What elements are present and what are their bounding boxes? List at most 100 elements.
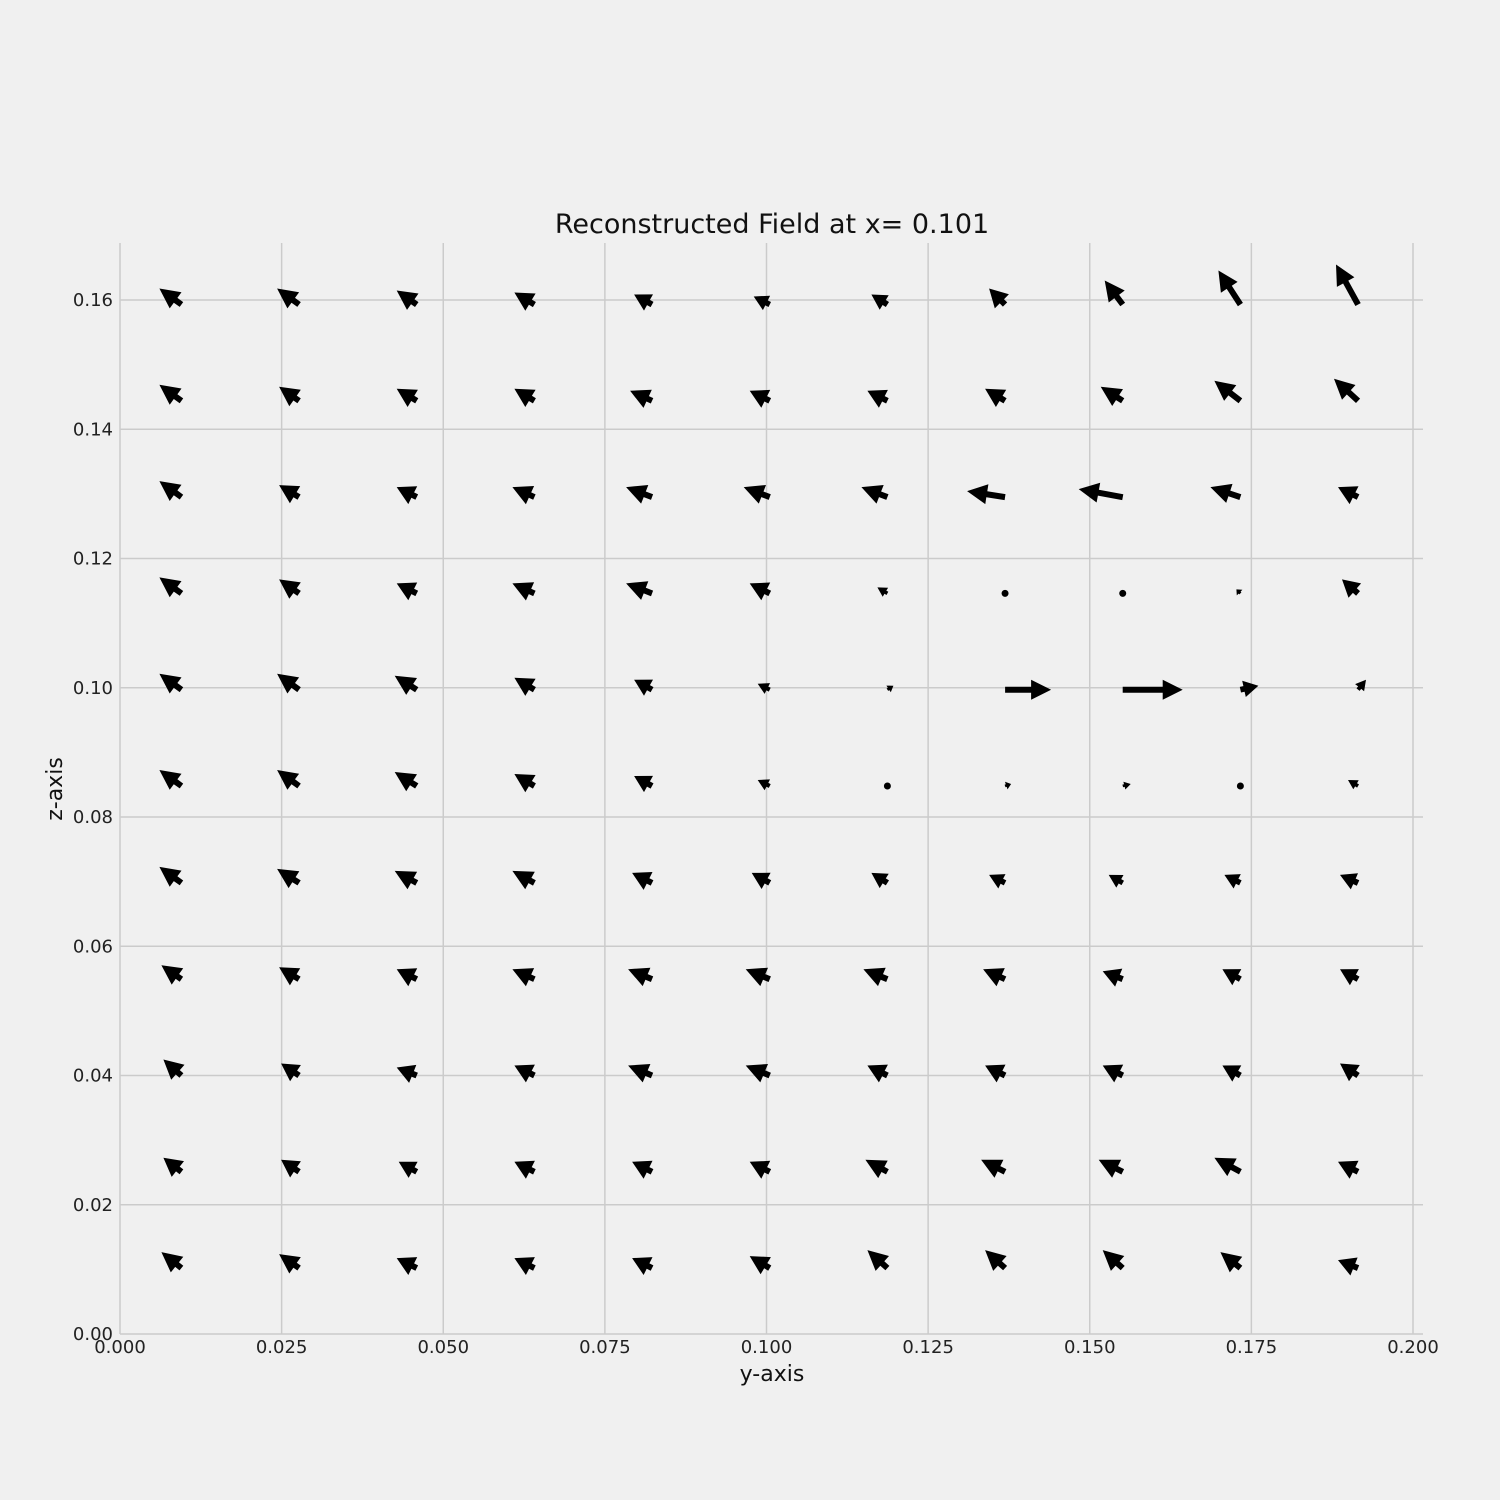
field-arrow (512, 968, 536, 987)
field-arrow (394, 675, 419, 695)
field-arrow (396, 1257, 419, 1275)
y-tick-label: 0.10 (73, 678, 113, 699)
field-arrow (632, 1257, 654, 1275)
field-arrow (743, 485, 771, 504)
x-tick-label: 0.025 (256, 1337, 308, 1358)
field-arrow (865, 1159, 889, 1179)
field-arrow (514, 1064, 536, 1083)
field-arrow (883, 782, 891, 790)
field-arrow (1214, 1157, 1242, 1177)
field-arrow (163, 1157, 184, 1177)
field-arrow (1210, 483, 1242, 503)
field-arrow (396, 290, 419, 310)
y-tick-label: 0.00 (73, 1324, 113, 1345)
field-arrow (989, 288, 1009, 309)
field-arrow (877, 587, 889, 597)
field-arrow (514, 774, 536, 793)
field-arrow (396, 388, 419, 407)
field-arrow (757, 779, 771, 791)
field-arrow (749, 389, 772, 408)
field-arrow (1122, 781, 1131, 790)
field-arrow (989, 874, 1007, 889)
x-tick-label: 0.075 (579, 1337, 631, 1358)
field-arrow (394, 772, 419, 792)
field-arrow (749, 1160, 772, 1179)
field-arrow (277, 673, 301, 694)
x-tick-label: 0.000 (94, 1337, 146, 1358)
field-arrow (1004, 781, 1012, 790)
field-arrow (1222, 969, 1242, 986)
field-arrow (396, 1064, 418, 1083)
y-tick-label: 0.06 (73, 936, 113, 957)
field-arrow (163, 1059, 185, 1080)
x-axis-label: y-axis (740, 1362, 805, 1387)
field-arrow (981, 1159, 1007, 1178)
field-arrow (871, 872, 889, 889)
field-arrow (159, 673, 184, 694)
field-arrow (1224, 874, 1242, 889)
field-arrow (985, 1250, 1008, 1271)
field-arrow (1108, 874, 1124, 888)
field-arrow (1340, 873, 1360, 890)
field-arrow (1336, 264, 1361, 306)
field-arrow (159, 770, 184, 790)
field-arrow (281, 1159, 301, 1178)
field-arrow (514, 1257, 536, 1275)
field-arrow (630, 389, 654, 408)
field-arrow (1104, 280, 1126, 307)
field-arrow (159, 481, 184, 501)
field-arrow (985, 1064, 1007, 1083)
field-arrow (867, 1250, 890, 1271)
field-arrow (749, 1256, 772, 1275)
field-arrow (871, 294, 889, 310)
field-arrow (1236, 782, 1244, 790)
field-arrow (1102, 968, 1124, 987)
y-axis-label: z-axis (43, 757, 68, 821)
field-arrow (1100, 386, 1125, 406)
field-arrow (159, 866, 184, 887)
field-arrow (277, 288, 301, 309)
field-arrow (159, 288, 184, 309)
field-arrow (985, 388, 1007, 407)
field-arrow (396, 968, 419, 987)
y-tick-label: 0.12 (73, 549, 113, 570)
field-arrow (1218, 270, 1243, 307)
field-arrow (281, 1063, 301, 1082)
field-arrow (1102, 1250, 1125, 1271)
field-arrow (279, 967, 301, 986)
field-arrow (1338, 1160, 1360, 1179)
field-arrow (745, 967, 771, 987)
field-arrow (394, 870, 419, 890)
field-arrow (634, 679, 654, 696)
field-arrow (1222, 1065, 1242, 1082)
field-arrow (396, 582, 419, 601)
field-arrow (514, 388, 536, 407)
field-arrow (983, 968, 1007, 987)
x-tick-label: 0.150 (1064, 1337, 1116, 1358)
field-arrow (514, 677, 536, 696)
field-arrow (1001, 589, 1009, 597)
field-arrow (1348, 780, 1359, 790)
field-arrow (1340, 969, 1360, 986)
field-arrow (634, 294, 654, 311)
field-arrow (1239, 680, 1259, 697)
field-arrow (396, 486, 419, 505)
field-arrow (861, 485, 889, 504)
y-tick-labels: 0.00 0.02 0.04 0.06 0.08 0.10 0.12 0.14 0.16 (73, 290, 113, 1345)
field-arrow (1098, 1159, 1125, 1178)
x-tick-label: 0.200 (1387, 1337, 1439, 1358)
x-tick-label: 0.050 (417, 1337, 469, 1358)
field-arrow (159, 384, 184, 405)
field-arrow (277, 868, 301, 889)
field-arrow (1119, 589, 1127, 597)
chart-title: Reconstructed Field at x= 0.101 (555, 209, 989, 240)
field-arrow (967, 484, 1006, 505)
field-arrow (1122, 679, 1183, 700)
y-tick-label: 0.16 (73, 290, 113, 311)
field-arrow (279, 579, 301, 599)
field-arrow (1236, 589, 1243, 596)
field-arrow (1340, 1063, 1360, 1082)
field-arrow (628, 967, 654, 987)
field-arrow (1220, 1252, 1243, 1273)
field-arrow (1078, 482, 1124, 503)
